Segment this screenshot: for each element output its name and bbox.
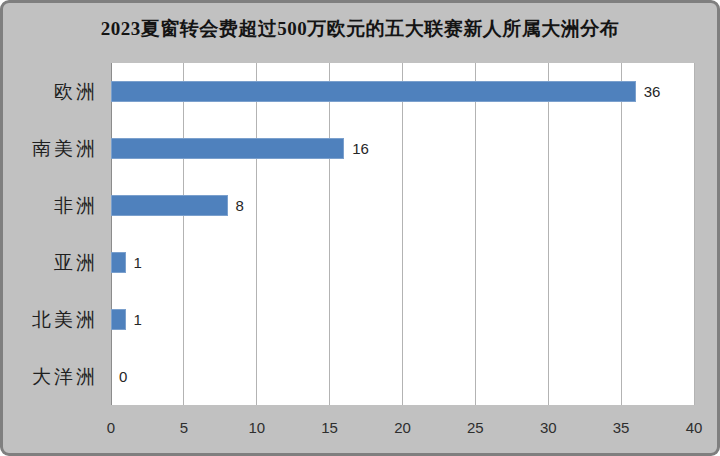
gridline-x-5 [183, 63, 184, 405]
category-label-北美洲: 北美洲 [6, 291, 98, 348]
bar-亚洲 [111, 252, 126, 273]
category-label-大洋洲: 大洋洲 [6, 348, 98, 405]
value-axis: 0510152025303540 [111, 405, 694, 449]
value-label-南美洲: 16 [352, 120, 369, 177]
x-tick-label-15: 15 [321, 419, 338, 436]
gridline-x-35 [621, 63, 622, 405]
category-label-非洲: 非洲 [6, 177, 98, 234]
x-tick-label-40: 40 [686, 419, 703, 436]
category-axis-line [111, 63, 112, 405]
category-axis: 欧洲南美洲非洲亚洲北美洲大洋洲 [6, 63, 98, 405]
value-label-大洋洲: 0 [119, 348, 127, 405]
bar-南美洲 [111, 138, 344, 159]
value-label-欧洲: 36 [644, 63, 661, 120]
gridline-x-25 [475, 63, 476, 405]
x-tick-label-30: 30 [540, 419, 557, 436]
bar-北美洲 [111, 309, 126, 330]
x-tick-label-0: 0 [107, 419, 115, 436]
plot-area: 36 16 8 110 [111, 63, 694, 405]
gridline-x-10 [256, 63, 257, 405]
gridline-x-40 [694, 63, 695, 405]
x-tick-label-10: 10 [248, 419, 265, 436]
chart-window: 2023夏窗转会费超过500万欧元的五大联赛新人所属大洲分布 欧洲南美洲非洲亚洲… [0, 0, 720, 456]
category-label-亚洲: 亚洲 [6, 234, 98, 291]
x-tick-label-35: 35 [613, 419, 630, 436]
screenshot-stage: 2023夏窗转会费超过500万欧元的五大联赛新人所属大洲分布 欧洲南美洲非洲亚洲… [0, 0, 720, 456]
chart-title: 2023夏窗转会费超过500万欧元的五大联赛新人所属大洲分布 [0, 16, 720, 42]
x-tick-label-5: 5 [180, 419, 188, 436]
value-label-亚洲: 1 [134, 234, 142, 291]
gridline-x-30 [548, 63, 549, 405]
category-label-南美洲: 南美洲 [6, 120, 98, 177]
x-tick-label-25: 25 [467, 419, 484, 436]
gridline-x-15 [329, 63, 330, 405]
x-tick-label-20: 20 [394, 419, 411, 436]
value-label-北美洲: 1 [134, 291, 142, 348]
value-label-非洲: 8 [236, 177, 244, 234]
bar-欧洲 [111, 81, 636, 102]
gridline-x-20 [402, 63, 403, 405]
bar-非洲 [111, 195, 228, 216]
category-label-欧洲: 欧洲 [6, 63, 98, 120]
